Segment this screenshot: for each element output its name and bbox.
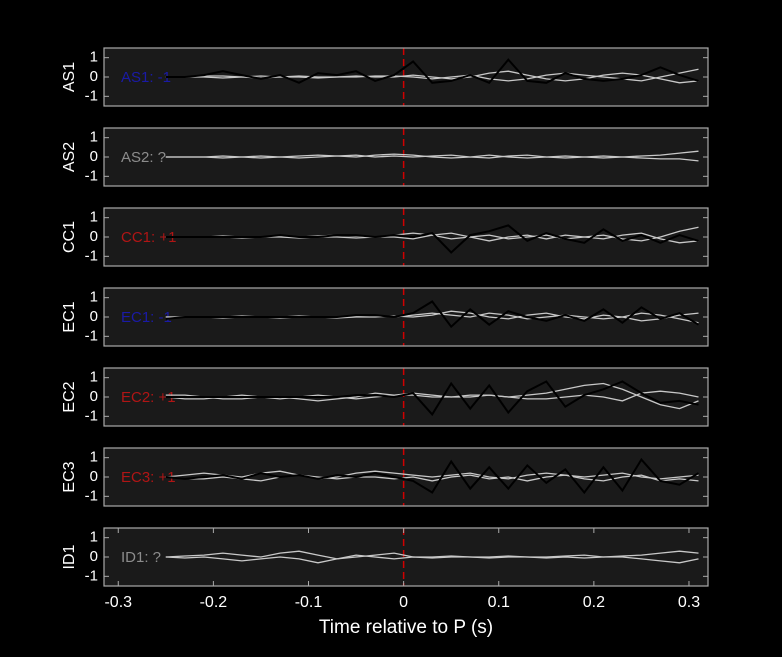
annotation: CC1: +1 <box>121 229 176 246</box>
x-tick-label: 0.1 <box>488 594 510 611</box>
annotation: ID1: ? <box>121 549 161 566</box>
y-axis-label: AS1 <box>61 62 78 92</box>
y-axis-label: EC1 <box>61 301 78 332</box>
y-tick-label: 1 <box>90 289 98 306</box>
trace <box>165 300 700 329</box>
x-tick-label: 0.2 <box>583 594 605 611</box>
y-tick-label: 0 <box>90 388 98 405</box>
y-tick-label: -1 <box>85 487 98 504</box>
y-tick-label: -1 <box>85 407 98 424</box>
y-axis-label: AS2 <box>61 142 78 172</box>
trace <box>165 457 700 495</box>
trace <box>165 58 699 85</box>
y-tick-label: 0 <box>90 548 98 565</box>
y-tick-label: 1 <box>90 129 98 146</box>
y-tick-label: 0 <box>90 308 98 325</box>
x-axis-label: Time relative to P (s) <box>319 617 493 638</box>
y-axis-label: EC2 <box>61 381 78 412</box>
trace <box>165 154 699 162</box>
x-tick-label: 0.3 <box>678 594 700 611</box>
plot-frame <box>103 447 709 507</box>
plot-frame <box>103 47 709 107</box>
y-tick-label: 1 <box>90 369 98 386</box>
x-tick-label: -0.3 <box>104 594 132 611</box>
y-tick-label: -1 <box>85 247 98 264</box>
y-axis-label: CC1 <box>61 221 78 253</box>
y-axis-label: ID1 <box>61 544 78 569</box>
plot-frame <box>103 287 709 347</box>
y-tick-label: -1 <box>85 567 98 584</box>
x-tick-label: -0.2 <box>200 594 228 611</box>
y-tick-label: -1 <box>85 327 98 344</box>
annotation: AS2: ? <box>121 149 166 166</box>
y-tick-label: 0 <box>90 228 98 245</box>
trace <box>165 554 699 564</box>
y-tick-label: 1 <box>90 449 98 466</box>
plot-frame <box>103 127 709 187</box>
y-tick-label: 0 <box>90 68 98 85</box>
annotation: EC1: -1 <box>121 309 172 326</box>
plot-frame <box>103 527 709 587</box>
y-tick-label: 0 <box>90 468 98 485</box>
annotation: EC2: +1 <box>121 389 176 406</box>
annotation: AS1: -1 <box>121 69 171 86</box>
x-tick-label: -0.1 <box>295 594 323 611</box>
trace <box>165 224 699 254</box>
plot-frame <box>103 367 709 427</box>
y-tick-label: -1 <box>85 167 98 184</box>
x-tick-label: 0 <box>399 594 408 611</box>
y-tick-label: -1 <box>85 87 98 104</box>
trace <box>165 68 699 82</box>
plot-frame <box>103 207 709 267</box>
y-tick-label: 1 <box>90 49 98 66</box>
y-tick-label: 1 <box>90 529 98 546</box>
y-tick-label: 1 <box>90 209 98 226</box>
y-tick-label: 0 <box>90 148 98 165</box>
y-axis-label: EC3 <box>61 461 78 492</box>
annotation: EC3: +1 <box>121 469 176 486</box>
trace <box>165 380 699 417</box>
trace <box>165 150 699 159</box>
trace <box>165 474 699 482</box>
